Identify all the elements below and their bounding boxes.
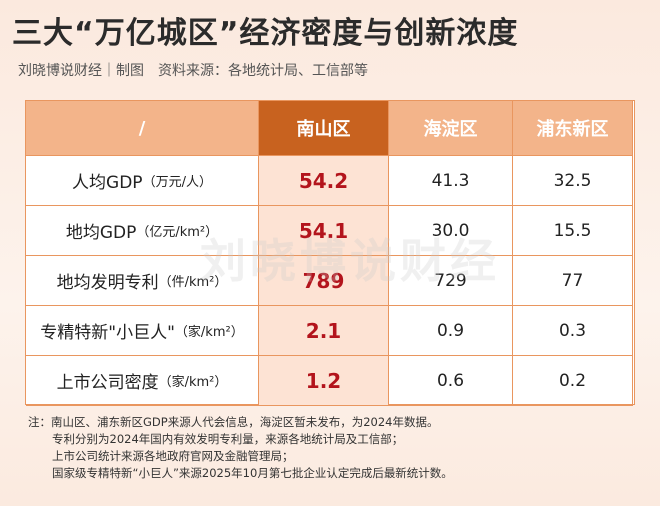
table-cell: 0.2 — [513, 356, 633, 406]
table-cell: 729 — [389, 256, 513, 306]
row-unit: （家/km²） — [174, 325, 244, 340]
note-line: 国家级专精特新“小巨人”来源2025年10月第七批企业认定完成后最新统计数。 — [52, 466, 453, 480]
row-name: 人均GDP — [72, 173, 143, 193]
row-name: 专精特新"小巨人" — [40, 323, 175, 343]
row-unit: （家/km²） — [158, 375, 228, 390]
table-cell: 0.6 — [389, 356, 513, 406]
table-cell: 15.5 — [513, 206, 633, 256]
row-name: 地均发明专利 — [56, 273, 159, 293]
row-unit: （件/km²） — [158, 275, 228, 290]
watermark: 刘晓博说财经 — [200, 234, 500, 288]
row-unit: （亿元/km²） — [136, 225, 219, 240]
subtitle: 刘晓博说财经｜制图 资料来源：各地统计局、工信部等 — [18, 63, 368, 79]
table-cell: 30.0 — [389, 206, 513, 256]
row-label: 专精特新"小巨人" （家/km²） — [26, 306, 259, 356]
column-header: 浦东新区 — [513, 101, 633, 156]
title: 三大“万亿城区”经济密度与创新浓度 — [12, 16, 519, 51]
table-cell: 1.2 — [259, 356, 389, 406]
row-name: 地均GDP — [65, 223, 137, 243]
row-unit: （万元/人） — [142, 175, 212, 190]
table-cell: 0.9 — [389, 306, 513, 356]
row-label: 人均GDP （万元/人） — [26, 156, 259, 206]
table-cell: 0.3 — [513, 306, 633, 356]
row-name: 上市公司密度 — [56, 373, 159, 393]
row-label: 地均发明专利 （件/km²） — [26, 256, 259, 306]
row-label: 上市公司密度 （家/km²） — [26, 356, 259, 406]
table-cell: 54.1 — [259, 206, 389, 256]
column-header: 南山区 — [259, 101, 389, 156]
column-header: 海淀区 — [389, 101, 513, 156]
table-cell: 32.5 — [513, 156, 633, 206]
note-line: 上市公司统计来源各地政府官网及金融管理局； — [52, 449, 294, 463]
table-cell: 54.2 — [259, 156, 389, 206]
table-cell: 2.1 — [259, 306, 389, 356]
column-header: / — [26, 101, 259, 156]
notes: 注：南山区、浦东新区GDP来源人代会信息，海淀区暂未发布，为2024年数据。专利… — [28, 414, 453, 482]
table: / 南山区 海淀区 浦东新区 人均GDP （万元/人） 54.2 41.3 32.5 地均GDP （… — [25, 100, 635, 406]
row-label: 地均GDP （亿元/km²） — [26, 206, 259, 256]
note-line: 注：南山区、浦东新区GDP来源人代会信息，海淀区暂未发布，为2024年数据。 — [28, 415, 439, 429]
table-cell: 77 — [513, 256, 633, 306]
table-cell: 41.3 — [389, 156, 513, 206]
table-cell: 789 — [259, 256, 389, 306]
note-line: 专利分别为2024年国内有效发明专利量，来源各地统计局及工信部； — [52, 432, 404, 446]
